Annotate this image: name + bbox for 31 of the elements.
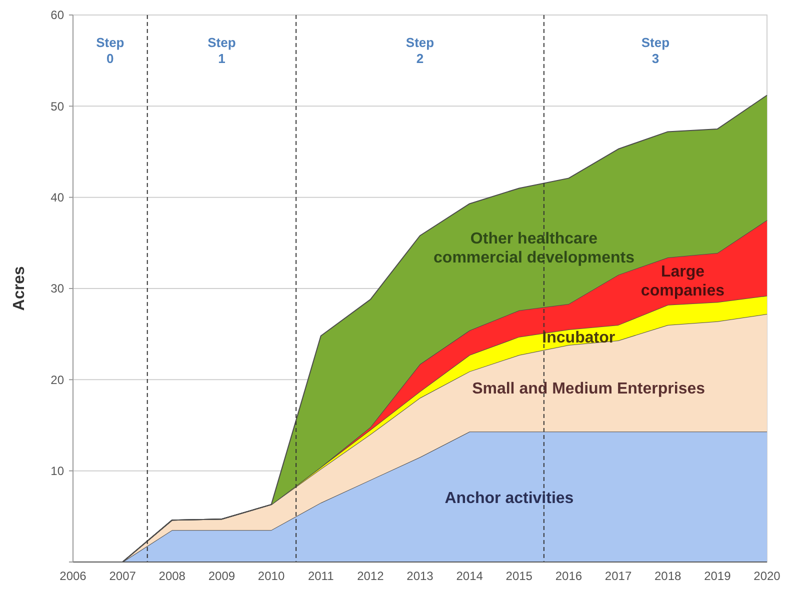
y-tick-label: 40	[50, 190, 64, 205]
annotation: Step 1	[208, 35, 236, 66]
x-tick-label: 2006	[60, 569, 87, 583]
y-tick-label: 10	[50, 464, 64, 478]
series-label: Large companies	[640, 264, 725, 300]
x-tick-label: 2020	[754, 569, 781, 583]
x-tick-label: 2007	[109, 569, 136, 583]
x-tick-label: 2018	[654, 569, 682, 583]
y-tick-label: 50	[50, 99, 64, 114]
x-tick-label: 2014	[456, 569, 484, 583]
x-tick-label: 2008	[158, 569, 186, 583]
y-axis-title: Acres	[11, 266, 28, 311]
x-tick-label: 2019	[704, 569, 732, 583]
series-label: Anchor activities	[444, 490, 574, 507]
x-tick-label: 2011	[308, 569, 334, 583]
annotation: Step 2	[406, 35, 434, 66]
y-tick-label: 30	[50, 282, 64, 296]
x-tick-label: 2013	[406, 569, 434, 583]
y-tick-label: 20	[50, 372, 64, 387]
x-tick-label: 2009	[208, 569, 236, 583]
series-label: Incubator	[542, 329, 616, 346]
y-tick-label: 60	[50, 8, 64, 22]
annotation: Step 3	[641, 35, 670, 66]
series-label: Other healthcare commercial developments	[434, 230, 635, 266]
annotation: Step 0	[96, 35, 124, 66]
x-tick-label: 2010	[258, 569, 285, 583]
x-tick-label: 2015	[506, 569, 533, 583]
x-tick-label: 2012	[357, 569, 384, 583]
x-tick-label: 2017	[604, 569, 632, 583]
series-label: Small and Medium Enterprises	[472, 380, 706, 398]
x-tick-label: 2016	[555, 569, 582, 583]
